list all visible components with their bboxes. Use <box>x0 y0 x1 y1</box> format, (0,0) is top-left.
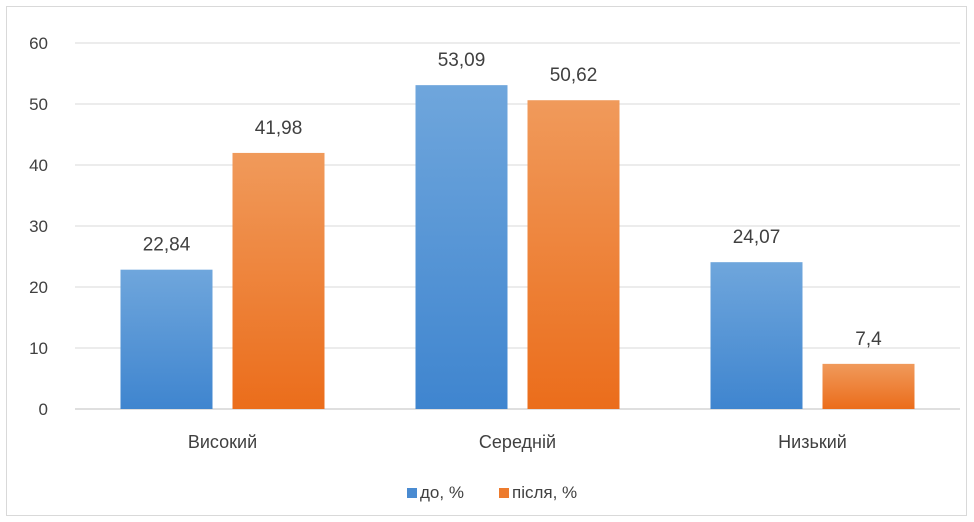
y-tick-label: 30 <box>29 217 48 236</box>
legend-label: до, % <box>420 483 464 502</box>
bar-before-1 <box>120 269 213 409</box>
data-labels: 22,84 41,98 53,09 50,62 24,07 7,4 <box>143 50 882 350</box>
bars <box>120 85 915 409</box>
x-category-label: Високий <box>188 432 257 452</box>
y-tick-label: 10 <box>29 339 48 358</box>
y-tick-label: 60 <box>29 34 48 53</box>
y-tick-label: 20 <box>29 278 48 297</box>
data-label: 7,4 <box>855 329 882 350</box>
x-axis: Високий Середній Низький <box>188 432 847 452</box>
y-tick-label: 0 <box>39 400 48 419</box>
bar-after-3 <box>822 363 915 409</box>
data-label: 22,84 <box>143 235 191 256</box>
y-axis: 0 10 20 30 40 50 60 <box>29 34 48 419</box>
bar-before-3 <box>710 262 803 409</box>
data-label: 53,09 <box>438 50 486 71</box>
y-tick-label: 50 <box>29 95 48 114</box>
legend-label: після, % <box>512 483 577 502</box>
x-category-label: Низький <box>778 432 847 452</box>
bar-after-1 <box>232 152 325 409</box>
legend-swatch <box>407 488 417 498</box>
data-label: 50,62 <box>550 65 598 86</box>
y-tick-label: 40 <box>29 156 48 175</box>
bar-after-2 <box>527 100 620 409</box>
data-label: 24,07 <box>733 227 781 248</box>
data-label: 41,98 <box>255 118 303 139</box>
bar-before-2 <box>415 85 508 409</box>
x-category-label: Середній <box>479 432 556 452</box>
gridlines <box>75 42 960 410</box>
legend-swatch <box>499 488 509 498</box>
legend: до, % після, % <box>407 483 577 502</box>
